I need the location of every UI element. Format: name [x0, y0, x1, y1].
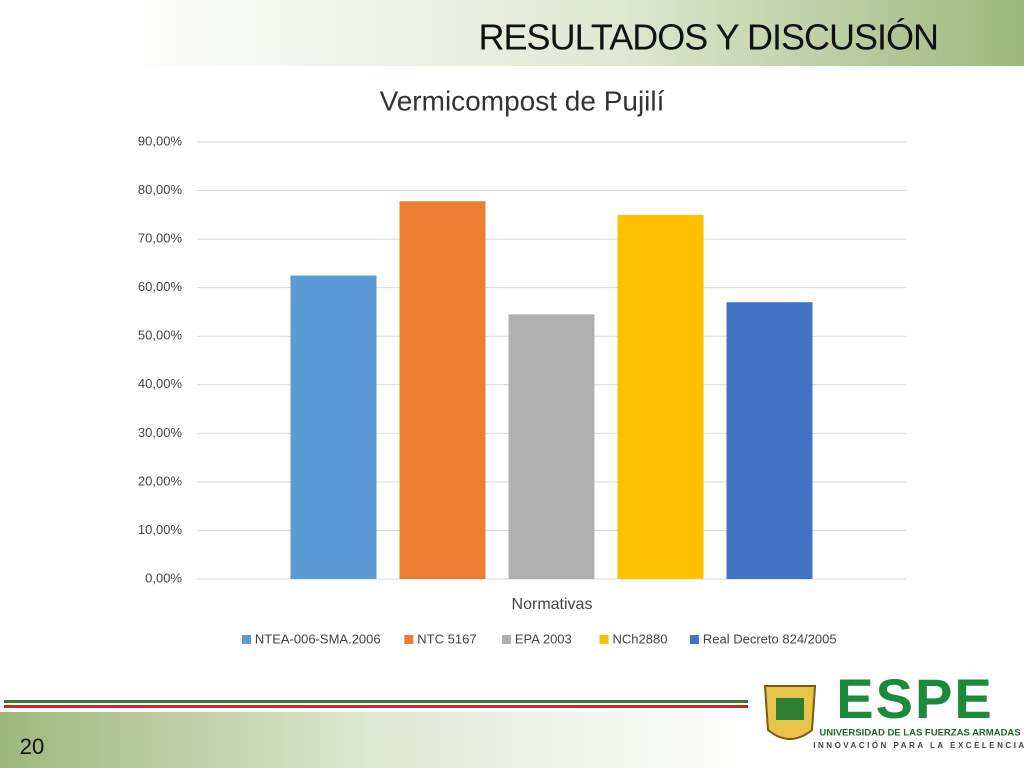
legend-swatch [599, 635, 609, 644]
page-number: 20 [20, 734, 44, 759]
legend-label: NTEA-006-SMA.2006 [255, 631, 381, 646]
logo: ESPE UNIVERSIDAD DE LAS FUERZAS ARMADAS … [763, 667, 1024, 750]
logo-emblem [776, 698, 804, 720]
y-tick-label: 60,00% [138, 279, 183, 294]
legend-swatch [689, 635, 699, 644]
y-tick-label: 50,00% [138, 328, 183, 343]
y-tick-label: 40,00% [138, 376, 183, 391]
y-tick-label: 70,00% [138, 231, 183, 246]
bar [508, 314, 595, 579]
bar [617, 214, 704, 580]
y-tick-label: 80,00% [138, 182, 183, 197]
y-tick-label: 0,00% [145, 570, 182, 585]
plot: 0,00% 10,00% 20,00% 30,00% 40,00% 50,00% 60,00… [138, 133, 906, 646]
legend-swatch [404, 635, 414, 644]
footer-line-green [4, 700, 748, 703]
legend-label: NCh2880 [613, 631, 668, 646]
header-band [120, 0, 1024, 66]
legend-swatch [241, 635, 251, 644]
footer-line-red [4, 705, 748, 708]
bar [726, 302, 813, 579]
bar [399, 201, 486, 579]
y-tick-label: 90,00% [138, 133, 183, 148]
logo-line2: INNOVACIÓN PARA LA EXCELENCIA [813, 741, 1024, 750]
logo-text: ESPE [836, 667, 993, 730]
legend-label: EPA 2003 [515, 631, 572, 646]
y-tick-label: 20,00% [138, 473, 183, 488]
y-tick-label: 30,00% [138, 425, 183, 440]
chart-title: Vermicompost de Pujilí [380, 85, 665, 116]
legend-swatch [501, 635, 511, 644]
y-tick-label: 10,00% [138, 522, 183, 537]
legend-label: Real Decreto 824/2005 [703, 631, 837, 646]
logo-line1: UNIVERSIDAD DE LAS FUERZAS ARMADAS [819, 728, 1020, 739]
bar [290, 275, 377, 579]
x-axis-label: Normativas [512, 596, 593, 613]
footer-band [0, 712, 750, 768]
legend-label: NTC 5167 [417, 631, 476, 646]
slide-heading: RESULTADOS Y DISCUSIÓN [479, 17, 938, 58]
